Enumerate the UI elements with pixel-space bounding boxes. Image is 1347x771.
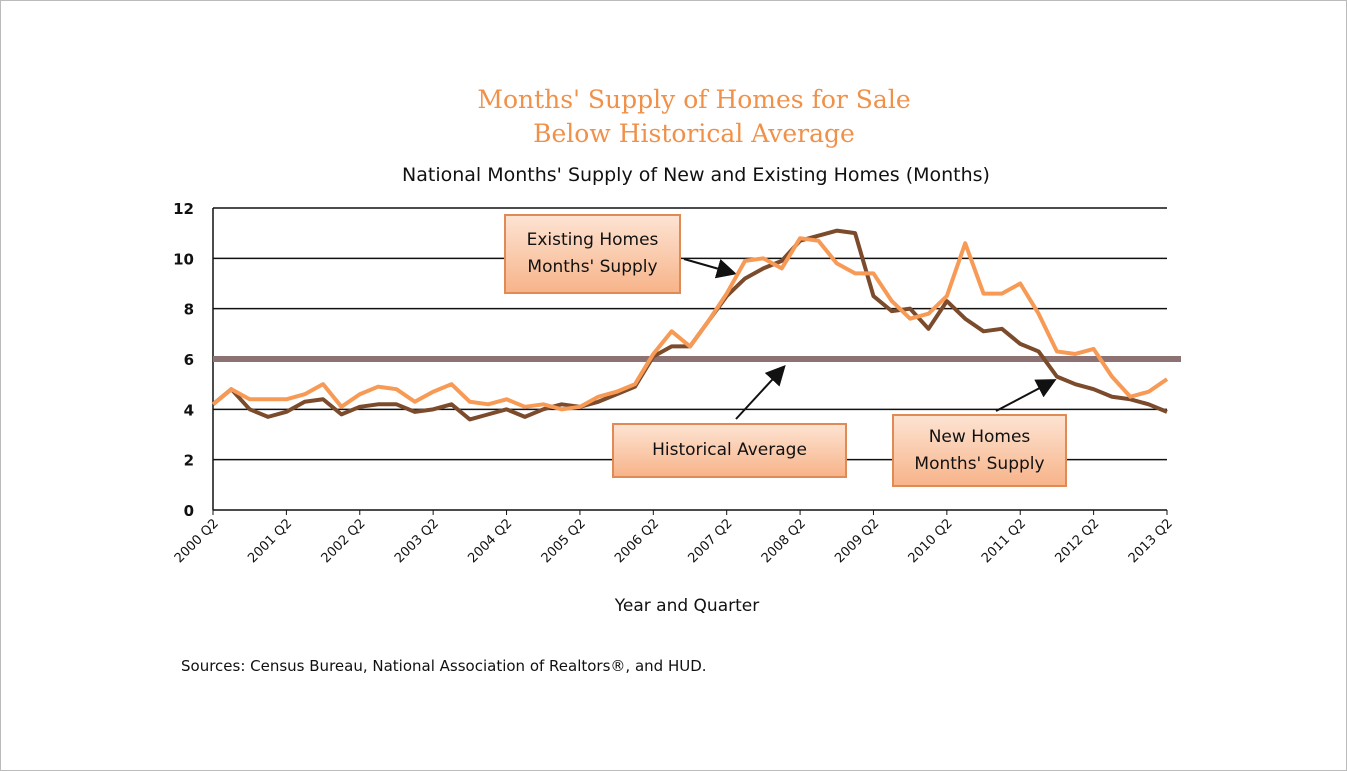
y-tick-label: 2: [184, 452, 194, 470]
x-tick-label: 2011 Q2: [979, 516, 1029, 566]
x-tick-label: 2002 Q2: [319, 516, 369, 566]
series-line: [211, 236, 1169, 412]
x-tick-label: 2008 Q2: [759, 516, 809, 566]
title-line: Below Historical Average: [533, 119, 855, 148]
x-tick-label: 2013 Q2: [1126, 516, 1176, 566]
x-tick-label: 2010 Q2: [906, 516, 956, 566]
annotation: New Homes Months' Supply: [892, 414, 1067, 487]
x-tick-label: 2003 Q2: [392, 516, 442, 566]
y-tick-label: 4: [184, 401, 194, 419]
x-tick-label: 2006 Q2: [612, 516, 662, 566]
y-tick-label: 0: [184, 502, 194, 520]
y-tick-label: 12: [173, 200, 194, 218]
arrow: [735, 365, 786, 420]
x-tick-label: 2005 Q2: [539, 516, 589, 566]
x-tick-label: 2012 Q2: [1052, 516, 1102, 566]
y-tick-label: 8: [184, 301, 194, 319]
x-axis-label: Year and Quarter: [614, 596, 759, 616]
x-tick-label: 2000 Q2: [172, 516, 222, 566]
arrow: [995, 379, 1057, 412]
arrow: [683, 258, 737, 279]
y-tick-label: 10: [173, 250, 194, 268]
x-tick-label: 2009 Q2: [832, 516, 882, 566]
title-line: Months' Supply of Homes for Sale: [477, 85, 910, 114]
source: Sources: Census Bureau, National Associa…: [181, 657, 707, 675]
x-tick-label: 2004 Q2: [465, 516, 515, 566]
subtitle: National Months' Supply of New and Exist…: [402, 164, 990, 186]
x-tick-label: 2007 Q2: [686, 516, 736, 566]
annotation: Existing Homes Months' Supply: [504, 214, 681, 294]
annotation: Historical Average: [612, 423, 847, 478]
y-tick-label: 6: [184, 351, 194, 369]
x-tick-label: 2001 Q2: [245, 516, 295, 566]
